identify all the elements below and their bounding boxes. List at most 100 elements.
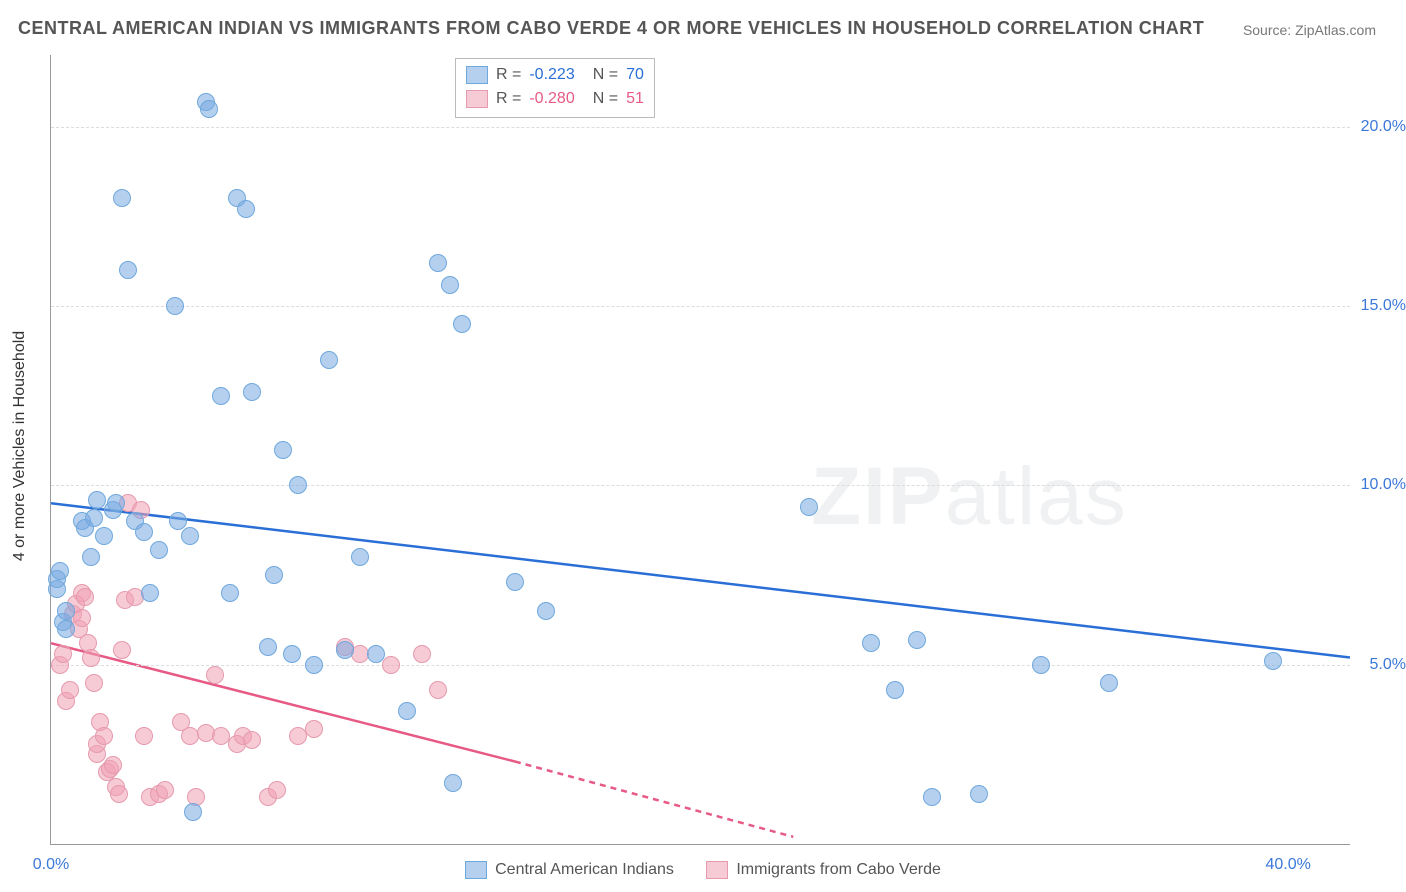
- swatch-blue: [465, 861, 487, 879]
- data-point: [444, 774, 462, 792]
- stats-legend: R = -0.223 N = 70 R = -0.280 N = 51: [455, 58, 655, 118]
- data-point: [398, 702, 416, 720]
- grid-line: [51, 485, 1350, 486]
- data-point: [107, 494, 125, 512]
- stats-n-pink: 51: [626, 90, 644, 108]
- swatch-blue: [466, 66, 488, 84]
- y-tick-label: 20.0%: [1361, 118, 1406, 136]
- data-point: [886, 681, 904, 699]
- series-legend: Central American Indians Immigrants from…: [0, 861, 1406, 884]
- data-point: [181, 527, 199, 545]
- data-point: [57, 620, 75, 638]
- data-point: [923, 788, 941, 806]
- data-point: [429, 254, 447, 272]
- swatch-pink: [466, 90, 488, 108]
- data-point: [274, 441, 292, 459]
- data-point: [61, 681, 79, 699]
- data-point: [800, 498, 818, 516]
- data-point: [320, 351, 338, 369]
- data-point: [283, 645, 301, 663]
- data-point: [113, 189, 131, 207]
- chart-title: CENTRAL AMERICAN INDIAN VS IMMIGRANTS FR…: [18, 18, 1204, 39]
- y-tick-label: 15.0%: [1361, 297, 1406, 315]
- data-point: [367, 645, 385, 663]
- y-tick-label: 10.0%: [1361, 476, 1406, 494]
- source-credit: Source: ZipAtlas.com: [1243, 22, 1376, 38]
- data-point: [135, 727, 153, 745]
- legend-item-pink: Immigrants from Cabo Verde: [706, 861, 941, 879]
- legend-label-blue: Central American Indians: [495, 861, 674, 879]
- stats-r-blue: -0.223: [529, 66, 574, 84]
- data-point: [76, 588, 94, 606]
- watermark: ZIPatlas: [811, 450, 1128, 544]
- stats-r-label: R =: [496, 90, 521, 108]
- data-point: [429, 681, 447, 699]
- data-point: [305, 720, 323, 738]
- data-point: [243, 731, 261, 749]
- grid-line: [51, 665, 1350, 666]
- grid-line: [51, 306, 1350, 307]
- data-point: [259, 638, 277, 656]
- data-point: [166, 297, 184, 315]
- data-point: [82, 548, 100, 566]
- data-point: [54, 645, 72, 663]
- data-point: [537, 602, 555, 620]
- data-point: [1100, 674, 1118, 692]
- data-point: [156, 781, 174, 799]
- legend-item-blue: Central American Indians: [465, 861, 674, 879]
- stats-n-blue: 70: [626, 66, 644, 84]
- data-point: [85, 509, 103, 527]
- y-axis-title: 4 or more Vehicles in Household: [11, 331, 29, 561]
- swatch-pink: [706, 861, 728, 879]
- data-point: [506, 573, 524, 591]
- data-point: [206, 666, 224, 684]
- stats-r-label: R =: [496, 66, 521, 84]
- data-point: [289, 476, 307, 494]
- data-point: [95, 527, 113, 545]
- watermark-bold: ZIP: [811, 451, 945, 542]
- plot-area: ZIPatlas 5.0%10.0%15.0%20.0%0.0%40.0%: [50, 55, 1350, 845]
- data-point: [351, 548, 369, 566]
- data-point: [82, 649, 100, 667]
- stats-row-blue: R = -0.223 N = 70: [466, 63, 644, 87]
- data-point: [104, 756, 122, 774]
- data-point: [908, 631, 926, 649]
- data-point: [212, 387, 230, 405]
- stats-n-label: N =: [593, 90, 618, 108]
- data-point: [135, 523, 153, 541]
- data-point: [57, 602, 75, 620]
- data-point: [85, 674, 103, 692]
- legend-label-pink: Immigrants from Cabo Verde: [736, 861, 941, 879]
- data-point: [73, 609, 91, 627]
- data-point: [119, 261, 137, 279]
- stats-row-pink: R = -0.280 N = 51: [466, 87, 644, 111]
- data-point: [441, 276, 459, 294]
- data-point: [95, 727, 113, 745]
- data-point: [200, 100, 218, 118]
- data-point: [243, 383, 261, 401]
- stats-r-pink: -0.280: [529, 90, 574, 108]
- trend-lines-layer: [51, 55, 1350, 844]
- grid-line: [51, 127, 1350, 128]
- data-point: [113, 641, 131, 659]
- chart-container: CENTRAL AMERICAN INDIAN VS IMMIGRANTS FR…: [0, 0, 1406, 892]
- watermark-rest: atlas: [945, 451, 1128, 542]
- data-point: [51, 562, 69, 580]
- data-point: [141, 584, 159, 602]
- data-point: [970, 785, 988, 803]
- data-point: [237, 200, 255, 218]
- y-tick-label: 5.0%: [1370, 656, 1406, 674]
- data-point: [336, 641, 354, 659]
- data-point: [110, 785, 128, 803]
- data-point: [453, 315, 471, 333]
- data-point: [305, 656, 323, 674]
- data-point: [221, 584, 239, 602]
- data-point: [265, 566, 283, 584]
- data-point: [268, 781, 286, 799]
- data-point: [1032, 656, 1050, 674]
- data-point: [862, 634, 880, 652]
- data-point: [413, 645, 431, 663]
- data-point: [382, 656, 400, 674]
- stats-n-label: N =: [593, 66, 618, 84]
- data-point: [184, 803, 202, 821]
